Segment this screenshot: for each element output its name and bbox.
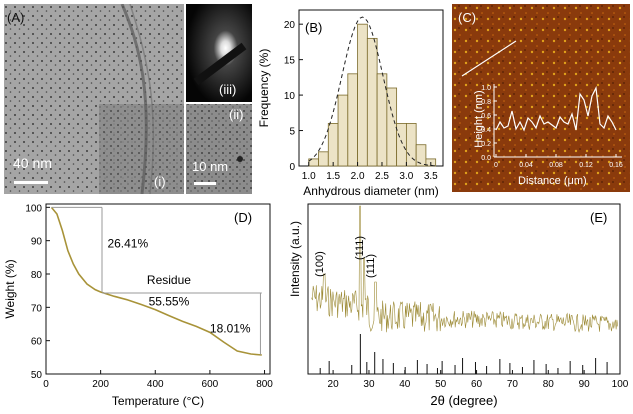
histogram-xtick-label: 1.0 [302, 171, 316, 182]
histogram-xtick-label: 2.5 [375, 171, 389, 182]
histogram-ytick-label: 20 [284, 20, 296, 31]
afm-xlabel: Distance (μm) [518, 175, 587, 187]
histogram-ytick-label: 15 [284, 56, 296, 67]
histogram-bar [396, 123, 407, 167]
afm-xtick-label: 0 [494, 162, 498, 169]
histogram-ytick-label: 10 [284, 91, 296, 102]
afm-xtick-label: 0.16 [609, 162, 623, 169]
afm-xtick-label: 0.08 [549, 162, 563, 169]
histogram-bar [415, 144, 427, 167]
afm-ylabel: Height (nm) [473, 90, 485, 148]
xrd-xtick-label: 50 [435, 379, 447, 390]
hrtem-inset [186, 104, 252, 194]
afm-xtick-label: 0.12 [579, 162, 593, 169]
tga-chart: 0 200 400 600 800 50 60 70 80 90 100 26.41% Residue 5… [3, 203, 273, 408]
tga-ylabel: Weight (%) [3, 259, 17, 318]
xrd-pattern [311, 205, 619, 334]
panel-e-label: (E) [590, 210, 607, 225]
afm-ytick-label: 0.2 [481, 141, 491, 148]
xrd-xtick-label: 20 [328, 379, 340, 390]
annotation-text: Residue [147, 273, 191, 287]
xrd-xlabel: 2θ (degree) [430, 393, 497, 408]
xrd-chart: 20 30 40 50 60 70 80 90 100 (100) (111)(111) 2θ (de… [288, 203, 629, 408]
xrd-xtick-label: 80 [543, 379, 555, 390]
xrd-xtick-label: 60 [471, 379, 483, 390]
sub-label-i: (i) [154, 174, 166, 189]
histogram-xtick-label: 3.0 [399, 171, 413, 182]
panel-a: (A) 40 nm 10 nm (i) (ii) (iii) [4, 3, 252, 195]
histogram-bar [337, 94, 349, 167]
afm-ytick-label: 0.8 [481, 99, 491, 106]
histogram-ytick-label: 5 [289, 127, 295, 138]
tga-xtick-label: 200 [92, 379, 109, 390]
afm-xtick-label: 0.04 [519, 162, 533, 169]
histogram-bar [347, 73, 358, 167]
tga-ytick-label: 60 [31, 337, 43, 348]
afm-ytick-label: 0.6 [481, 113, 491, 120]
tga-xlabel: Temperature (°C) [112, 394, 204, 408]
annotation-text: 26.41% [107, 236, 148, 250]
tga-curve [50, 206, 262, 356]
tga-ytick-label: 90 [31, 237, 43, 248]
scale-label-inset: 10 nm [192, 159, 229, 174]
peak-label: (100) [314, 251, 326, 277]
xrd-xtick-label: 30 [363, 379, 375, 390]
xrd-xtick-label: 90 [579, 379, 591, 390]
histogram-chart: 1.0 1.5 2.0 2.5 3.0 3.5 0 5 10 15 20 Anhydrous diam… [257, 9, 444, 198]
scale-bar-inset [194, 182, 216, 185]
annotation-text: 18.01% [210, 321, 251, 335]
tga-ytick-label: 100 [25, 203, 42, 214]
xrd-xtick-label: 40 [399, 379, 411, 390]
panel-c-label: (C) [458, 10, 477, 25]
histogram-xtick-label: 3.5 [424, 171, 438, 182]
histogram-xtick-label: 1.5 [326, 171, 340, 182]
annotation-text: 55.55% [149, 295, 190, 309]
histogram-bar [327, 123, 339, 167]
peak-label: (111) [365, 254, 377, 278]
tga-xtick-label: 600 [202, 379, 219, 390]
scale-label-main: 40 nm [13, 155, 52, 171]
panel-b-label: (B) [305, 20, 322, 35]
tem-image [4, 3, 252, 195]
xrd-ylabel: Intensity (a.u.) [288, 221, 302, 297]
gaussian-fit-line [308, 16, 436, 167]
histogram-ytick-label: 0 [289, 162, 295, 173]
tga-ytick-label: 70 [31, 303, 43, 314]
peak-label: (111) [354, 236, 366, 260]
tga-xtick-label: 400 [147, 379, 164, 390]
sub-label-ii: (ii) [229, 107, 244, 122]
height-profile-line [495, 85, 617, 132]
afm-ytick-label: 0.4 [481, 127, 491, 134]
histogram-bar [357, 23, 368, 167]
histogram-bar [386, 87, 398, 167]
xrd-frame [307, 203, 621, 375]
histogram-bar [366, 37, 378, 167]
panel-a-label: (A) [7, 10, 25, 25]
sub-label-iii: (iii) [219, 82, 237, 97]
afm-ytick-label: 1.0 [481, 85, 491, 92]
histogram-xtick-label: 2.0 [351, 171, 365, 182]
panel-c: 0.0 0.2 0.4 0.6 0.8 1.0 0 0.04 0.08 0.12 0.16 (C) … [452, 4, 630, 192]
histogram-xlabel: Anhydrous diameter (nm) [303, 184, 438, 198]
afm-ytick-label: 0.0 [481, 155, 491, 162]
tga-frame [45, 203, 271, 375]
histogram-ylabel: Frequency (%) [257, 49, 271, 128]
histogram-bar [318, 151, 329, 167]
afm-image: 0.0 0.2 0.4 0.6 0.8 1.0 0 0.04 0.08 0.12 0.16 [452, 4, 630, 192]
scale-bar-main [14, 181, 48, 184]
tga-ytick-label: 80 [31, 270, 43, 281]
tga-xtick-label: 800 [256, 379, 273, 390]
tga-ytick-label: 50 [31, 370, 43, 381]
panel-d-label: (D) [234, 210, 252, 225]
xrd-xtick-label: 100 [612, 379, 629, 390]
xrd-xtick-label: 70 [507, 379, 519, 390]
tga-xtick-label: 0 [43, 379, 49, 390]
